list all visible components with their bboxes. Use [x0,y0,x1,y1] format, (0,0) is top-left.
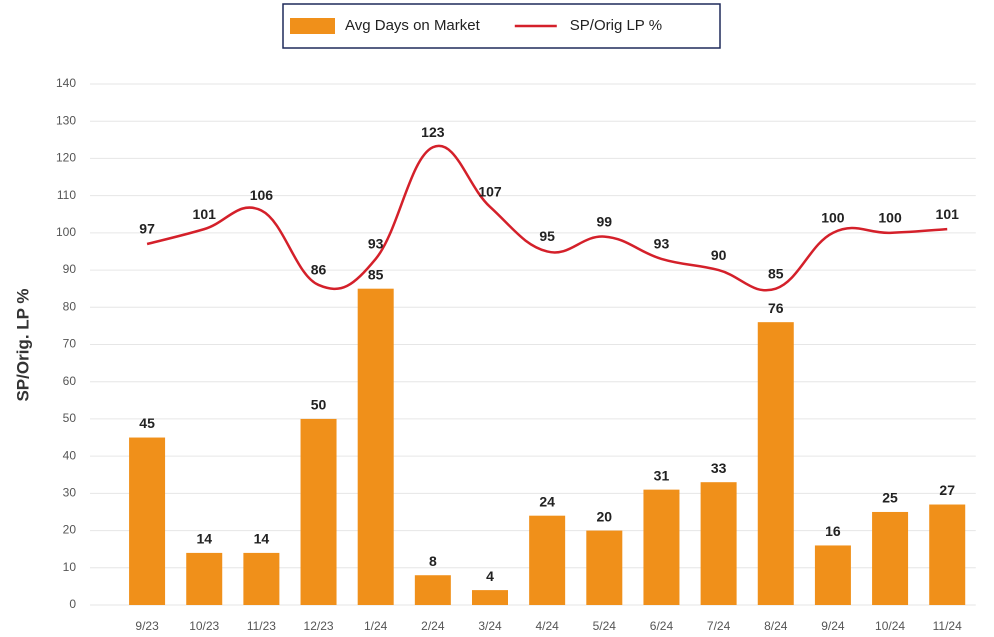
bar [872,511,909,605]
data-label: 45 [139,415,155,431]
bar [186,552,223,605]
y-tick-label: 50 [63,411,77,425]
data-label: 50 [311,397,327,413]
bar [700,482,737,605]
y-tick-label: 10 [63,560,77,574]
data-label: 31 [654,467,670,483]
data-label: 100 [821,210,845,226]
data-label: 27 [939,482,955,498]
data-label: 97 [139,221,155,237]
x-tick-label: 9/24 [821,619,845,633]
y-tick-label: 120 [56,151,76,165]
legend-swatch [290,18,335,34]
data-label: 101 [193,206,217,222]
y-tick-label: 90 [63,262,77,276]
data-label: 24 [539,493,555,509]
data-label: 100 [878,210,902,226]
legend-label: Avg Days on Market [345,17,481,34]
x-tick-label: 11/23 [247,619,276,633]
x-tick-label: 11/24 [933,619,962,633]
data-label: 106 [250,187,274,203]
x-tick-label: 12/23 [304,619,334,633]
legend-box [282,3,721,49]
y-tick-label: 30 [63,486,77,500]
bar [414,575,451,605]
data-label: 8 [429,553,437,569]
data-label: 14 [254,531,270,547]
data-label: 93 [654,236,670,252]
y-tick-label: 70 [63,337,77,351]
bar [586,530,623,605]
x-tick-label: 10/24 [875,619,905,633]
x-tick-label: 9/23 [135,619,159,633]
data-label: 101 [936,206,960,222]
data-label: 20 [597,508,613,524]
data-label: 107 [478,184,502,200]
legend-label: SP/Orig LP % [570,17,662,34]
data-label: 25 [882,490,898,506]
y-tick-label: 40 [63,448,77,462]
x-tick-label: 7/24 [707,619,731,633]
y-tick-label: 140 [56,76,76,90]
data-label: 76 [768,300,784,316]
data-label: 16 [825,523,841,539]
x-tick-label: 2/24 [421,619,445,633]
bar [814,545,851,605]
data-label: 123 [421,124,445,140]
y-tick-label: 100 [56,225,76,239]
x-tick-label: 8/24 [764,619,788,633]
y-tick-label: 0 [69,597,76,611]
data-label: 93 [368,236,384,252]
bar [529,515,566,605]
y-axis-label: SP/Orig. LP % [13,288,32,401]
bar [471,590,508,605]
data-label: 14 [196,531,212,547]
bar [300,418,337,605]
y-tick-label: 110 [57,188,76,202]
x-tick-label: 10/23 [189,619,219,633]
line [146,144,948,292]
bar [643,489,680,605]
y-tick-label: 80 [63,299,77,313]
bar [357,288,394,605]
y-tick-label: 60 [63,374,77,388]
x-tick-label: 4/24 [535,619,559,633]
data-label: 86 [311,262,327,278]
y-tick-label: 130 [56,113,76,127]
x-tick-label: 6/24 [650,619,674,633]
data-label: 33 [711,460,727,476]
data-label: 99 [597,213,613,229]
bar [929,504,966,605]
data-label: 90 [711,247,727,263]
data-label: 95 [539,228,555,244]
bar [243,552,280,605]
bar [129,437,166,605]
x-tick-label: 3/24 [478,619,502,633]
data-label: 85 [768,265,784,281]
x-tick-label: 5/24 [593,619,617,633]
y-tick-label: 20 [63,523,77,537]
x-tick-label: 1/24 [364,619,388,633]
data-label: 85 [368,266,384,282]
data-label: 4 [486,568,494,584]
bar [757,322,794,605]
